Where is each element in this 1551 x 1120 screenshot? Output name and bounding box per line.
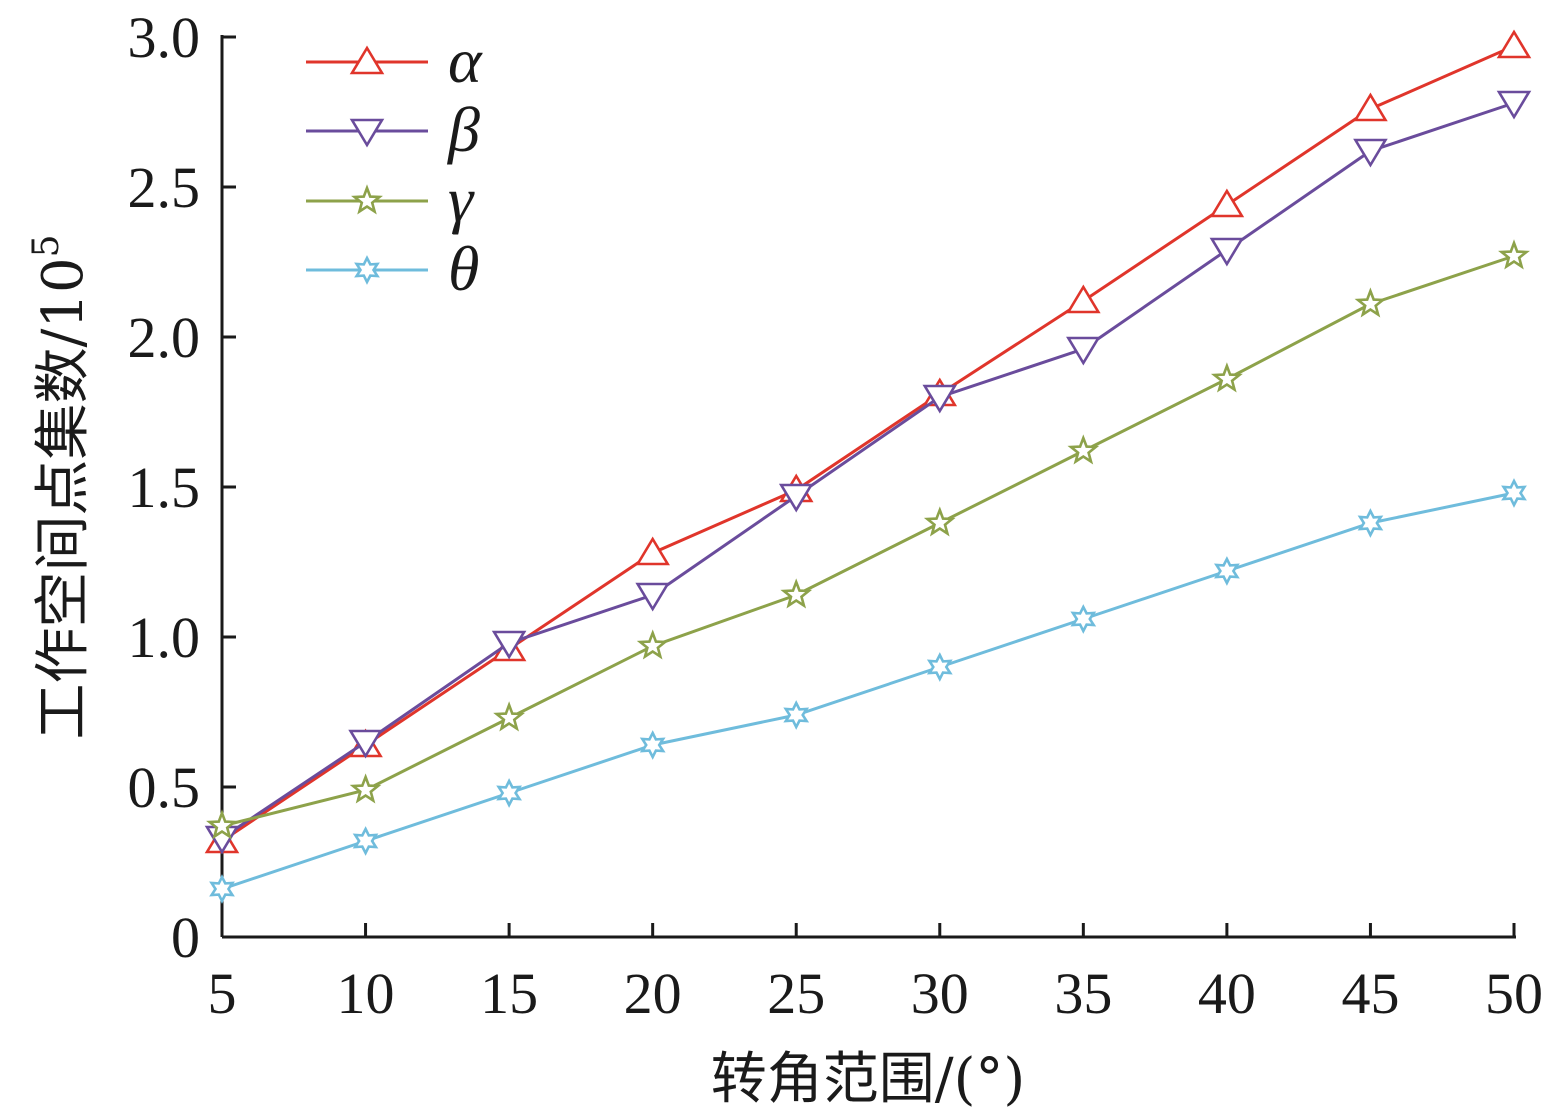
data-point [493, 701, 526, 732]
y-tick-label: 0.5 [128, 755, 201, 820]
data-point [1066, 336, 1101, 366]
data-point [635, 582, 670, 612]
series-line [221, 44, 1515, 843]
series-2 [204, 90, 1532, 855]
series-3 [206, 239, 1530, 840]
data-point [1353, 138, 1388, 168]
data-point [1496, 29, 1532, 59]
series-4 [209, 478, 1527, 904]
y-tick-label: 2.5 [128, 155, 201, 220]
data-point [1066, 284, 1101, 314]
legend-item: α [306, 25, 483, 96]
series-1 [204, 29, 1532, 854]
y-axis-title-main: 工作空间点集数/10 [31, 257, 96, 739]
legend-label: γ [448, 164, 475, 235]
y-tick-label: 1.0 [128, 605, 201, 670]
y-axis-title-exponent: 5 [26, 234, 67, 257]
y-tick-label: 0 [171, 905, 200, 970]
data-point [206, 809, 238, 840]
data-point [1357, 508, 1384, 538]
legend-marker [354, 255, 380, 285]
data-point [496, 778, 522, 808]
data-point [1353, 92, 1388, 122]
data-point [783, 700, 810, 730]
x-tick-label: 50 [1485, 961, 1543, 1026]
series-line [221, 101, 1515, 840]
data-point [352, 826, 379, 856]
data-point [922, 384, 958, 414]
data-point [1070, 604, 1097, 634]
legend-marker [351, 184, 383, 215]
data-point [780, 578, 813, 609]
y-tick-label: 3.0 [128, 5, 201, 70]
data-point [923, 506, 956, 537]
data-point [1209, 188, 1245, 218]
data-point [1214, 556, 1240, 586]
legend-label: θ [448, 233, 479, 304]
y-tick-label: 1.5 [128, 455, 201, 520]
data-point [1209, 237, 1245, 267]
data-point [348, 729, 383, 759]
legend-item: β [306, 94, 480, 165]
x-tick-label: 15 [480, 961, 538, 1026]
x-tick-label: 40 [1198, 961, 1256, 1026]
x-axis-title: 转角范围/(°) [711, 1047, 1026, 1112]
legend-marker [349, 45, 385, 75]
legend-item: γ [306, 164, 475, 235]
data-point [778, 483, 814, 513]
series-layer [204, 29, 1532, 904]
data-point [491, 630, 527, 660]
legend-label: β [446, 94, 480, 165]
y-axis-title: 工作空间点集数/105 [26, 234, 96, 739]
data-point [349, 773, 382, 804]
legend-label: α [448, 25, 483, 96]
tick-labels: 0 0.5 1.0 1.5 2.0 2.5 3.0 5 10 15 20 25 30 35 40 45 50 [128, 5, 1544, 1026]
data-point [1501, 478, 1527, 508]
x-tick-label: 30 [911, 961, 969, 1026]
y-tick-label: 2.0 [128, 305, 201, 370]
x-tick-label: 35 [1054, 961, 1112, 1026]
data-point [1210, 362, 1243, 393]
data-point [209, 874, 235, 904]
x-tick-label: 10 [337, 961, 395, 1026]
x-tick-label: 25 [767, 961, 825, 1026]
legend-item: θ [306, 233, 479, 304]
axes [220, 35, 1516, 939]
data-point [926, 652, 953, 682]
data-point [636, 629, 669, 660]
x-tick-label: 5 [208, 961, 237, 1026]
legend-marker [349, 118, 385, 148]
x-tick-label: 20 [624, 961, 682, 1026]
data-point [1067, 434, 1100, 465]
data-point [1496, 90, 1532, 120]
series-line [221, 491, 1515, 891]
data-point [1498, 239, 1530, 270]
data-point [639, 730, 666, 760]
data-point [635, 536, 670, 566]
series-line [221, 254, 1515, 828]
data-point [1354, 287, 1387, 318]
x-tick-label: 45 [1341, 961, 1399, 1026]
